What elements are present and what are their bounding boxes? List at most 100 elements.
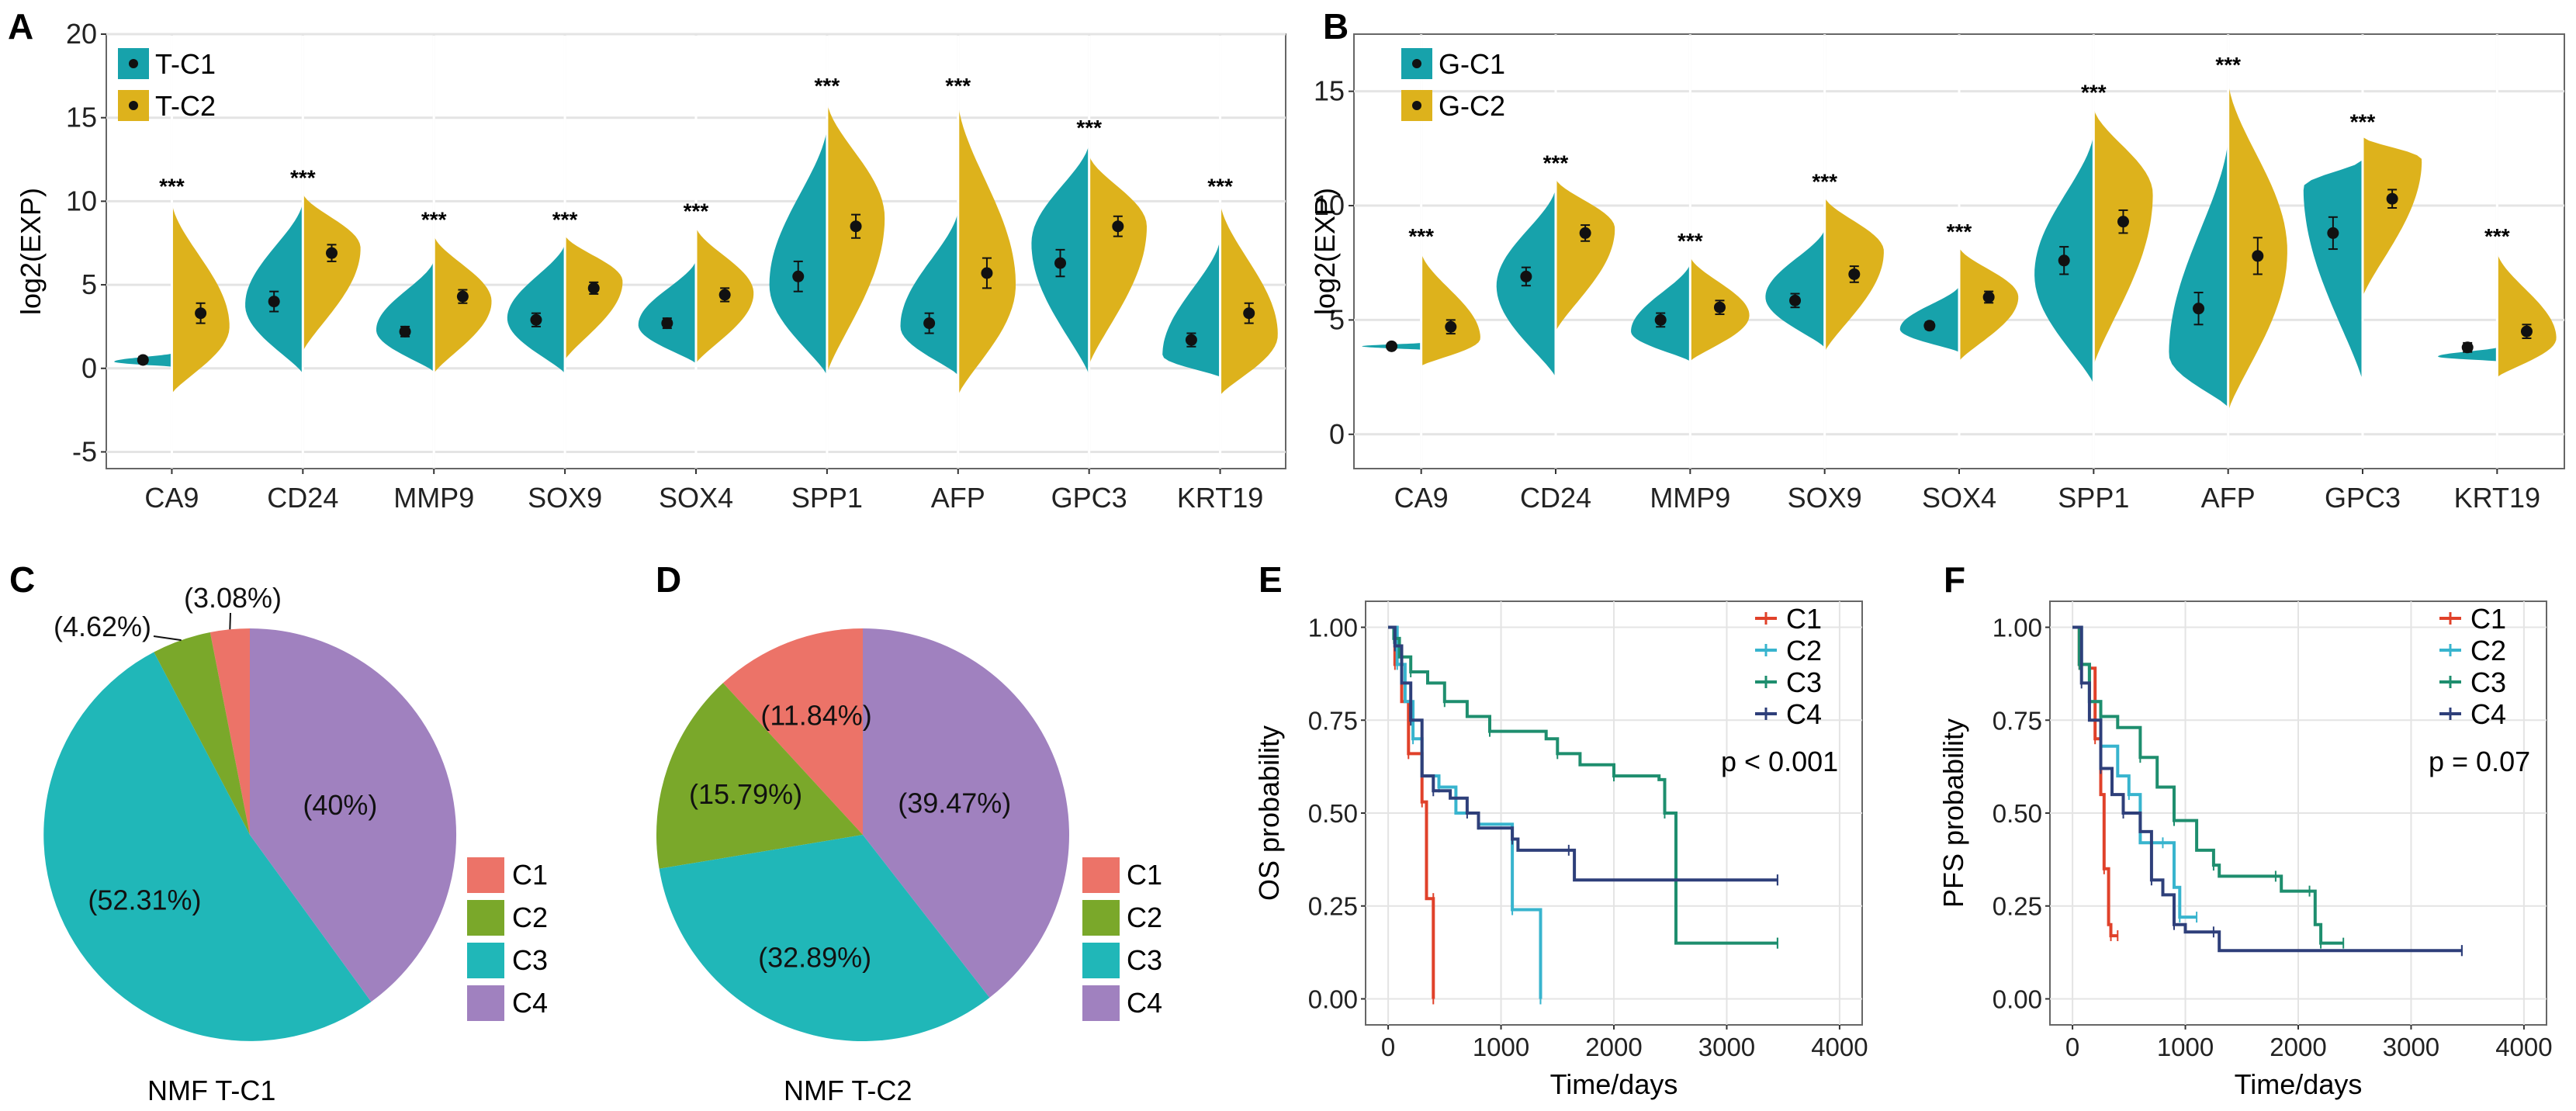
significance-label-gpc3: *** bbox=[2350, 110, 2376, 134]
y-axis-label-f: PFS probability bbox=[1937, 718, 1969, 908]
legend-e: C1 C2 C3 C4 bbox=[1755, 603, 1822, 730]
x-ticks-f: 0 1000 2000 3000 4000 bbox=[2065, 1025, 2553, 1061]
mean-point-g-c2-krt19 bbox=[2520, 325, 2533, 337]
x-tick-label: 3000 bbox=[2383, 1033, 2439, 1061]
x-tick-label-ca9: CA9 bbox=[1394, 482, 1449, 514]
mean-point-t-c1-sox4 bbox=[661, 317, 673, 330]
x-axis-label-e: Time/days bbox=[1550, 1068, 1678, 1100]
pie-slice-c2 bbox=[656, 683, 863, 869]
mean-point-t-c1-krt19 bbox=[1185, 334, 1197, 346]
violin-t-c2-cd24 bbox=[303, 192, 361, 352]
mean-point-t-c2-sox4 bbox=[718, 289, 731, 301]
significance-label-sox4: *** bbox=[1947, 220, 1972, 244]
panel-d: D (11.84%) (15.79%) (32.89%) (39.47%) NMF T… bbox=[656, 559, 1162, 1106]
y-tick-label: 15 bbox=[1314, 75, 1345, 107]
legend-swatch-c3 bbox=[1082, 943, 1120, 978]
mean-point-t-c1-spp1 bbox=[792, 270, 805, 282]
legend-label-c1: C1 bbox=[512, 859, 548, 891]
violin-g-c1-sox4 bbox=[1899, 286, 1959, 352]
mean-point-t-c2-cd24 bbox=[325, 247, 338, 259]
y-tick-label: 0.25 bbox=[1993, 892, 2042, 921]
significance-label-afp: *** bbox=[945, 74, 971, 98]
legend-dot-g-c2 bbox=[1412, 101, 1421, 110]
km-curve-c3 bbox=[2072, 625, 2344, 945]
x-tick-label-gpc3: GPC3 bbox=[1051, 482, 1127, 514]
legend-label-c3: C3 bbox=[512, 944, 548, 976]
legend-label-c2: C2 bbox=[512, 902, 548, 933]
y-axis-label-b: log2(EXP) bbox=[1309, 188, 1341, 315]
y-tick-label: 0.00 bbox=[1308, 985, 1358, 1013]
significance-b: *** *** *** *** *** *** *** *** *** bbox=[1408, 53, 2509, 253]
x-tick-label-sox4: SOX4 bbox=[1922, 482, 1996, 514]
panel-label-f: F bbox=[1944, 559, 1965, 600]
legend-c: C1 C2 C3 C4 bbox=[467, 857, 548, 1021]
significance-label-sox4: *** bbox=[684, 199, 709, 223]
legend-swatch-c1 bbox=[467, 857, 504, 893]
x-ticks-e: 0 1000 2000 3000 4000 bbox=[1381, 1025, 1868, 1061]
mean-point-g-c2-ca9 bbox=[1445, 320, 1457, 333]
panel-label-a: A bbox=[8, 6, 33, 47]
y-tick-label: 10 bbox=[66, 185, 97, 216]
legend-d: C1 C2 C3 C4 bbox=[1082, 857, 1162, 1021]
legend-dot-t-c2 bbox=[129, 101, 138, 110]
p-value-e: p < 0.001 bbox=[1721, 746, 1838, 777]
x-tick-label: 4000 bbox=[2495, 1033, 2552, 1061]
violins-a bbox=[114, 36, 1278, 467]
violin-t-c2-mmp9 bbox=[434, 234, 492, 374]
legend-label-c1: C1 bbox=[2470, 603, 2506, 635]
y-tick-label: 1.00 bbox=[1308, 614, 1358, 642]
violin-t-c2-gpc3 bbox=[1089, 154, 1147, 365]
pie-slice-c4 bbox=[863, 628, 1070, 998]
legend-dot-t-c1 bbox=[129, 59, 138, 68]
x-tick-label-spp1: SPP1 bbox=[2058, 482, 2129, 514]
mean-point-g-c1-gpc3 bbox=[2327, 227, 2339, 239]
legend-label-c3: C3 bbox=[1786, 666, 1822, 698]
x-tick-label-spp1: SPP1 bbox=[791, 482, 863, 514]
x-tick-label-gpc3: GPC3 bbox=[2325, 482, 2401, 514]
x-tick-label-ca9: CA9 bbox=[144, 482, 199, 514]
violin-t-c1-cd24 bbox=[245, 201, 303, 374]
y-tick-label: 5 bbox=[1329, 303, 1345, 335]
mean-point-g-c2-sox4 bbox=[1982, 291, 1995, 303]
pie-title-d: NMF T-C2 bbox=[784, 1075, 912, 1106]
km-curves-f bbox=[2072, 625, 2463, 957]
km-curve-c4 bbox=[1388, 625, 1778, 882]
significance-label-krt19: *** bbox=[2484, 224, 2510, 248]
violin-t-c1-krt19 bbox=[1162, 241, 1220, 377]
legend-label-c1: C1 bbox=[1127, 859, 1162, 891]
y-tick-label: 1.00 bbox=[1993, 614, 2042, 642]
x-tick-label-cd24: CD24 bbox=[1520, 482, 1591, 514]
pie-labels-d: (11.84%) (15.79%) (32.89%) (39.47%) bbox=[689, 699, 1011, 973]
x-tick-label-mmp9: MMP9 bbox=[1650, 482, 1730, 514]
mean-point-g-c1-krt19 bbox=[2461, 341, 2474, 354]
legend-swatch-c3 bbox=[467, 943, 504, 978]
mean-point-t-c2-afp bbox=[981, 267, 993, 279]
y-tick-label: 0.75 bbox=[1993, 706, 2042, 735]
violin-g-c2-cd24 bbox=[1556, 178, 1615, 332]
violin-g-c2-gpc3 bbox=[2363, 137, 2422, 297]
y-tick-label: 0.50 bbox=[1308, 799, 1358, 828]
significance-a: *** *** *** *** *** *** *** *** *** bbox=[159, 74, 1233, 231]
legend-dot-g-c1 bbox=[1412, 59, 1421, 68]
violin-t-c2-krt19 bbox=[1220, 201, 1278, 396]
x-tick-label-cd24: CD24 bbox=[267, 482, 338, 514]
pie-label-c2: (4.62%) bbox=[54, 611, 151, 642]
x-tick-label-krt19: KRT19 bbox=[1177, 482, 1263, 514]
x-tick-label: 2000 bbox=[1585, 1033, 1642, 1061]
legend-label-c2: C2 bbox=[1127, 902, 1162, 933]
violin-t-c2-sox9 bbox=[565, 234, 623, 360]
pie-label-c2: (15.79%) bbox=[689, 778, 802, 810]
legend-swatch-c2 bbox=[467, 900, 504, 936]
y-tick-label: 15 bbox=[66, 102, 97, 133]
significance-label-spp1: *** bbox=[815, 74, 840, 98]
y-ticks-b: 0 5 10 15 bbox=[1314, 75, 1354, 450]
pie-slice-c1 bbox=[722, 628, 863, 835]
y-tick-label: 0.50 bbox=[1993, 799, 2042, 828]
violin-g-c2-spp1 bbox=[2093, 107, 2153, 366]
legend-label-g-c1: G-C1 bbox=[1439, 48, 1505, 80]
legend-label-c4: C4 bbox=[1786, 698, 1822, 730]
violin-g-c2-ca9 bbox=[1421, 251, 1480, 366]
violin-t-c1-afp bbox=[900, 209, 958, 376]
x-tick-label: 1000 bbox=[1473, 1033, 1529, 1061]
